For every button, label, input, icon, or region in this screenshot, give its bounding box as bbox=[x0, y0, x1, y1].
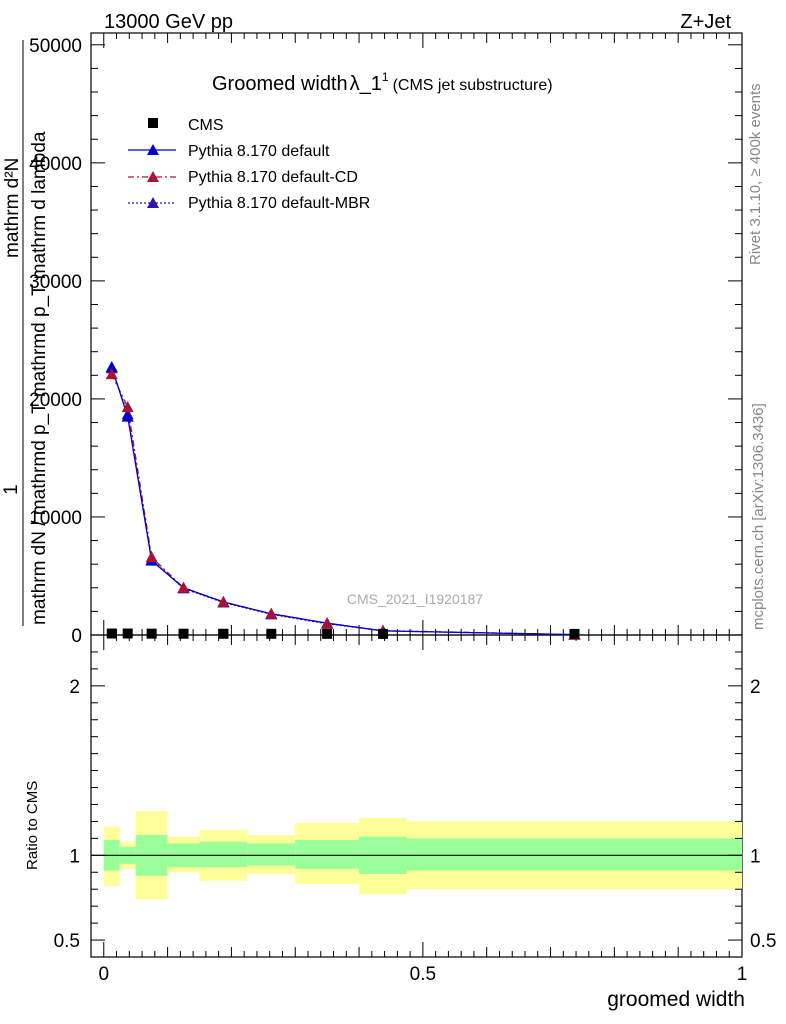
legend-cd-label: Pythia 8.170 default-CD bbox=[188, 169, 358, 186]
legend-cms-label: CMS bbox=[188, 117, 224, 134]
main-ytick-label: 0 bbox=[71, 626, 82, 647]
mcplots-note: mcplots.cern.ch [arXiv:1306.3436] bbox=[750, 403, 767, 630]
ylabel-top: mathrm d²N bbox=[2, 158, 23, 258]
ratio-ytick-label: 2 bbox=[69, 677, 80, 698]
legend-cms-marker bbox=[148, 118, 158, 128]
main-ytick-label: 30000 bbox=[29, 272, 82, 293]
ratio-bands bbox=[91, 811, 742, 900]
marker-cd bbox=[177, 581, 190, 593]
x-axis-label: groomed width bbox=[607, 988, 745, 1011]
legend-mbr-marker bbox=[147, 197, 159, 208]
ratio-ytick-label: 0.5 bbox=[54, 931, 80, 952]
main-ytick-label: 10000 bbox=[29, 508, 82, 529]
ratio-ylabel: Ratio to CMS bbox=[24, 781, 41, 870]
series-lines bbox=[111, 366, 575, 636]
series-line-mbr bbox=[111, 368, 575, 636]
ratio-xtick-label: 0.5 bbox=[410, 964, 436, 985]
rivet-note: Rivet 3.1.10, ≥ 400k events bbox=[747, 83, 764, 265]
ratio-xtick-label: 0 bbox=[98, 964, 109, 985]
title-sub: (CMS jet substructure) bbox=[393, 77, 553, 94]
marker-cms bbox=[178, 628, 189, 639]
ylabel-denominator: mathrm dN / mathrmd p_T mathrmd p_T math… bbox=[29, 131, 50, 625]
ratio-band-inner bbox=[406, 838, 742, 871]
marker-cms bbox=[266, 628, 277, 639]
marker-cms bbox=[122, 628, 133, 639]
title-var: λ_1 bbox=[350, 73, 382, 95]
marker-cms bbox=[377, 628, 388, 639]
ratio-ytick-label-right: 0.5 bbox=[750, 931, 776, 952]
marker-cms bbox=[218, 628, 229, 639]
marker-default bbox=[121, 410, 134, 422]
ratio-ytick-label-right: 2 bbox=[750, 677, 761, 698]
main-ytick-label: 20000 bbox=[29, 390, 82, 411]
marker-cms bbox=[146, 628, 157, 639]
main-ytick-label: 50000 bbox=[29, 36, 82, 57]
energy-label: 13000 GeV pp bbox=[104, 11, 233, 33]
marker-cms bbox=[322, 628, 333, 639]
ratio-band-inner bbox=[247, 843, 296, 866]
series-line-default bbox=[111, 366, 575, 636]
series-line-cd bbox=[111, 373, 575, 636]
marker-cd bbox=[105, 368, 118, 380]
ratio-axes: 0 0.5 10.5 0.51 12 2 bbox=[54, 635, 776, 985]
ylabel-numerator: 1 bbox=[1, 484, 22, 495]
marker-cd bbox=[265, 607, 278, 619]
marker-cd bbox=[145, 551, 158, 563]
ratio-band-inner bbox=[295, 840, 360, 869]
marker-cms bbox=[106, 628, 117, 639]
main-x-ticks bbox=[103, 33, 743, 635]
legend: CMS Pythia 8.170 default Pythia 8.170 de… bbox=[128, 117, 370, 212]
ratio-xtick-label: 1 bbox=[737, 964, 748, 985]
legend-cd-marker bbox=[147, 171, 159, 182]
legend-default-marker bbox=[147, 144, 159, 155]
marker-cms bbox=[569, 628, 580, 639]
ratio-ytick-label: 1 bbox=[69, 846, 80, 867]
main-ytick-label: 40000 bbox=[29, 154, 82, 175]
ratio-ytick-label-right: 1 bbox=[750, 846, 761, 867]
title-main: Groomed width bbox=[212, 73, 348, 95]
process-label: Z+Jet bbox=[680, 11, 731, 33]
ratio-panel-frame bbox=[90, 634, 743, 958]
marker-cd bbox=[217, 595, 230, 607]
main-y-ticks: 0 10000 20000 30000 40000 50000 bbox=[29, 36, 742, 647]
marker-default bbox=[105, 361, 118, 373]
legend-default-label: Pythia 8.170 default bbox=[188, 143, 330, 160]
plot-title: Groomed width λ_11 (CMS jet substructure) bbox=[212, 70, 553, 95]
title-sup: 1 bbox=[382, 70, 389, 84]
legend-mbr-label: Pythia 8.170 default-MBR bbox=[188, 195, 370, 212]
marker-cd bbox=[321, 617, 334, 629]
series-markers bbox=[105, 361, 581, 640]
analysis-watermark: CMS_2021_I1920187 bbox=[347, 591, 483, 607]
marker-cd bbox=[121, 401, 134, 413]
ratio-band-inner bbox=[199, 841, 248, 868]
